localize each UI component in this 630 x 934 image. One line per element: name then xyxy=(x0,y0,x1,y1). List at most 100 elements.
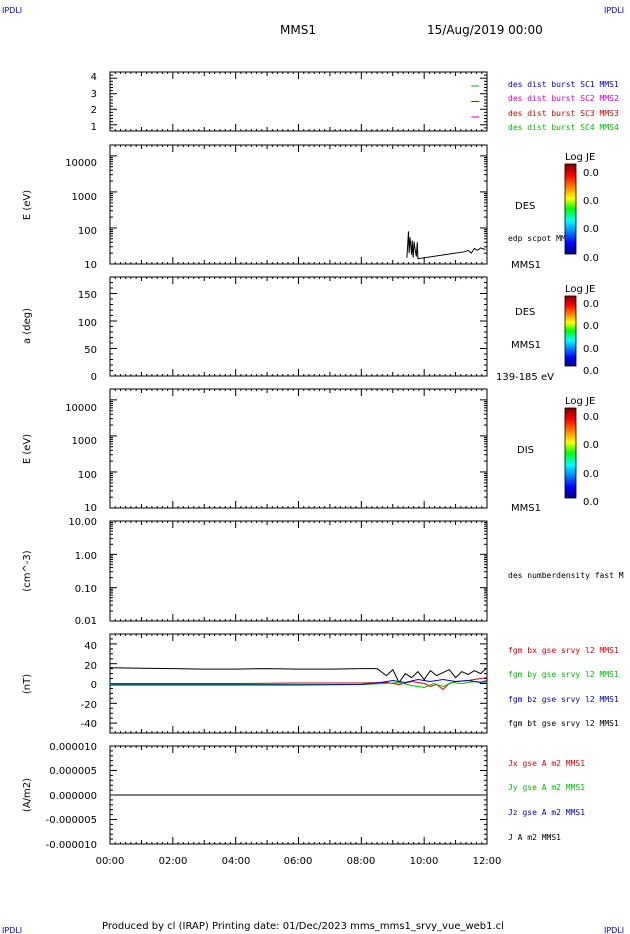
p6-legend-bx: fgm bx gse srvy l2 MMS1 xyxy=(508,646,619,655)
xtick-label: 08:00 xyxy=(347,856,376,867)
xtick-label: 02:00 xyxy=(159,856,188,867)
series-line-p2 xyxy=(406,231,486,260)
colorbar-p4: Log JE 0.0 0.0 0.0 0.0 xyxy=(564,396,599,508)
colorbar-tick-label: 0.0 xyxy=(583,497,599,508)
p6-ytick-label: -20 xyxy=(81,700,97,711)
colorbar-label: Log JE xyxy=(565,152,595,163)
colorbar-tick-label: 0.0 xyxy=(583,321,599,332)
p7-legend-jy: Jy gse A m2 MMS1 xyxy=(508,783,585,792)
p2-ytick-label: 100 xyxy=(78,226,97,237)
p6-ytick-label: 0 xyxy=(91,680,97,691)
p4-ylabel: E (eV) xyxy=(22,434,33,464)
colorbar-p2: Log JE 0.0 0.0 0.0 0.0 xyxy=(564,152,599,264)
colorbar-tick-label: 0.0 xyxy=(583,253,599,264)
colorbar-gradient xyxy=(564,163,577,255)
p6-legend-bt: fgm bt gse srvy l2 MMS1 xyxy=(508,719,619,728)
colorbar-gradient xyxy=(564,407,577,499)
p3-ytick-label: 50 xyxy=(84,345,97,356)
p6-ytick-label: 20 xyxy=(84,661,97,672)
p4-spacecraft-label: MMS1 xyxy=(511,503,541,514)
p4-species-label: DIS xyxy=(517,445,534,456)
p7-legend: Jx gse A m2 MMS1 Jy gse A m2 MMS1 Jz gse… xyxy=(508,759,585,842)
x-tick-labels: 00:00 02:00 04:00 06:00 08:00 10:00 12:0… xyxy=(96,856,502,867)
xtick-label: 12:00 xyxy=(473,856,502,867)
p1-legend: des dist burst SC1 MMS1 des dist burst S… xyxy=(508,80,619,132)
p2-ylabel: E (eV) xyxy=(22,190,33,220)
colorbar-label: Log JE xyxy=(565,284,595,295)
corner-label-bottom-left: IPDLI xyxy=(2,926,22,934)
corner-label-top-left: IPDLI xyxy=(2,6,22,15)
colorbar-tick-label: 0.0 xyxy=(583,224,599,235)
p7-ytick-label: 0.000000 xyxy=(49,791,97,802)
panel-frame-p1 xyxy=(109,71,488,132)
date-title: 15/Aug/2019 00:00 xyxy=(427,23,543,37)
p3-ytick-label: 150 xyxy=(78,290,97,301)
p6-legend-bz: fgm bz gse srvy l2 MMS1 xyxy=(508,695,619,704)
p6-ytick-label: -40 xyxy=(81,719,97,730)
y-tick-labels: 4 3 2 1 10000 1000 100 10 150 100 50 0 1… xyxy=(46,72,97,851)
p3-ylabel: a (deg) xyxy=(22,308,33,344)
p7-ytick-label: 0.000010 xyxy=(49,742,97,753)
p6-legend: fgm bx gse srvy l2 MMS1 fgm by gse srvy … xyxy=(508,646,619,728)
colorbar-tick-label: 0.0 xyxy=(583,168,599,179)
colorbar-gradient xyxy=(564,295,577,367)
p4-ytick-label: 100 xyxy=(78,470,97,481)
p5-ytick-label: 0.01 xyxy=(75,616,97,627)
p2-overlay-label: edp scpot MMS1 xyxy=(508,234,576,243)
footer-credits: Produced by cl (IRAP) Printing date: 01/… xyxy=(102,921,504,932)
p7-ylabel: (A/m2) xyxy=(22,778,33,812)
p6-ytick-label: 40 xyxy=(84,641,97,652)
p2-ytick-label: 1000 xyxy=(72,192,97,203)
colorbar-label: Log JE xyxy=(565,396,595,407)
p1-ytick-label: 2 xyxy=(91,105,97,116)
p2-ytick-label: 10 xyxy=(84,260,97,271)
p5-ytick-label: 10.00 xyxy=(68,517,97,528)
p3-ytick-label: 0 xyxy=(91,372,97,383)
p4-ytick-label: 10000 xyxy=(65,403,97,414)
panel-frame-p2 xyxy=(109,144,488,265)
p7-ytick-label: -0.000005 xyxy=(46,815,97,826)
colorbar-tick-label: 0.0 xyxy=(583,344,599,355)
p1-legend-sc4: des dist burst SC4 MMS4 xyxy=(508,123,619,132)
p5-ytick-label: 0.10 xyxy=(75,584,97,595)
series-line-p6 xyxy=(109,667,488,684)
data-series-layer xyxy=(109,85,488,796)
p7-legend-j: J A m2 MMS1 xyxy=(508,833,561,842)
p3-energy-label: 139-185 eV xyxy=(496,372,554,383)
colorbar-tick-label: 0.0 xyxy=(583,469,599,480)
p4-ytick-label: 10 xyxy=(84,503,97,514)
xtick-label: 10:00 xyxy=(410,856,439,867)
p5-ylabel: (cm^-3) xyxy=(22,550,33,591)
p5-legend: des numberdensity fast M xyxy=(508,571,624,580)
p3-species-label: DES xyxy=(515,307,535,318)
p2-spacecraft-label: MMS1 xyxy=(511,260,541,271)
p6-legend-by: fgm by gse srvy l2 MMS1 xyxy=(508,670,619,679)
panel-frame-p4 xyxy=(109,388,488,509)
p1-ytick-label: 3 xyxy=(91,89,97,100)
p1-legend-sc1: des dist burst SC1 MMS1 xyxy=(508,80,619,89)
p7-ytick-label: 0.000005 xyxy=(49,766,97,777)
colorbar-p3: Log JE 0.0 0.0 0.0 0.0 xyxy=(564,284,599,377)
p1-legend-sc2: des dist burst SC2 MMS2 xyxy=(508,94,619,103)
panel-frame-p3 xyxy=(109,276,488,377)
p3-ytick-label: 100 xyxy=(78,318,97,329)
p7-legend-jx: Jx gse A m2 MMS1 xyxy=(508,759,585,768)
p1-ytick-label: 4 xyxy=(91,72,97,83)
right-side-labels: DES edp scpot MMS1 MMS1 DES MMS1 139-185… xyxy=(496,201,624,580)
p7-legend-jz: Jz gse A m2 MMS1 xyxy=(508,808,585,817)
p6-ylabel: (nT) xyxy=(22,674,33,694)
spacecraft-title: MMS1 xyxy=(280,23,316,37)
y-axis-titles: E (eV) a (deg) E (eV) (cm^-3) (nT) (A/m2… xyxy=(22,190,33,812)
corner-label-top-right: IPDLI xyxy=(604,6,624,15)
xtick-label: 00:00 xyxy=(96,856,125,867)
colorbar-tick-label: 0.0 xyxy=(583,196,599,207)
p7-ytick-label: -0.000010 xyxy=(46,840,97,851)
series-line-p6 xyxy=(110,678,488,686)
colorbar-tick-label: 0.0 xyxy=(583,440,599,451)
p5-ytick-label: 1.00 xyxy=(75,551,97,562)
p1-ytick-label: 1 xyxy=(91,122,97,133)
colorbar-tick-label: 0.0 xyxy=(583,299,599,310)
corner-label-bottom-right: IPDLI xyxy=(604,926,624,934)
panel-frame-p5 xyxy=(109,520,488,622)
